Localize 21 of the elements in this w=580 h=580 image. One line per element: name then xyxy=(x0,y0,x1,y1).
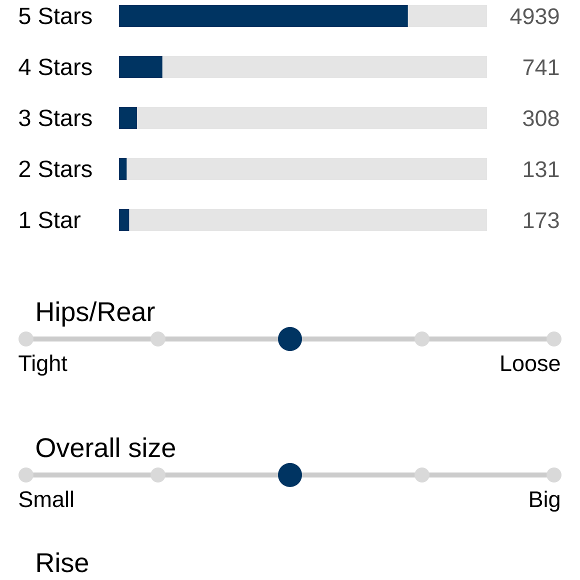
y-tick-label: 5 Stars xyxy=(19,8,92,24)
y-tick-label: 1 Star xyxy=(20,212,80,228)
text: Overall size xyxy=(36,437,175,458)
y-tick-label: 3 Stars xyxy=(19,110,92,126)
bar xyxy=(119,158,127,180)
text: Rise xyxy=(37,552,88,572)
text: Hips/Rear xyxy=(37,301,155,327)
data-label: 308 xyxy=(523,110,559,126)
data-label: 131 xyxy=(524,161,559,178)
y-tick-label: 4 Stars xyxy=(18,58,92,76)
category-label: Tight xyxy=(18,354,68,376)
bar xyxy=(119,208,130,231)
bar xyxy=(119,56,162,78)
data-label: 741 xyxy=(523,60,559,75)
category-label: Loose xyxy=(501,356,560,372)
y-tick-label: 2 Stars xyxy=(19,160,92,178)
data-label: 173 xyxy=(524,212,559,228)
category-label: Small xyxy=(19,490,73,508)
category-label: Big xyxy=(530,490,560,512)
bar xyxy=(119,106,138,129)
data-label: 4939 xyxy=(510,8,559,24)
